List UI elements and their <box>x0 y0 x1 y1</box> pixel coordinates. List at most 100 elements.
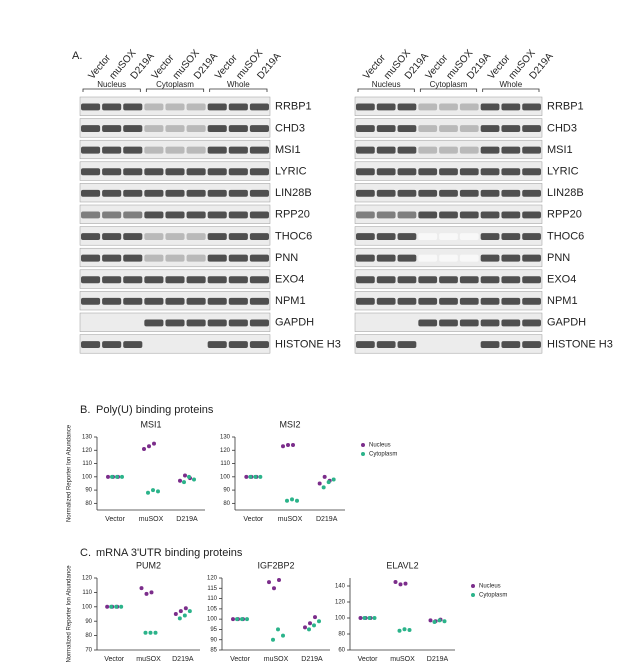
y-tick-label: 110 <box>82 590 92 596</box>
protein-label: HISTONE H3 <box>547 338 613 350</box>
y-tick-label: 100 <box>82 474 93 480</box>
data-point <box>244 474 249 479</box>
band <box>207 146 227 154</box>
band <box>144 168 164 176</box>
legend-marker <box>471 584 475 588</box>
band <box>165 189 185 197</box>
band <box>81 341 101 348</box>
band <box>356 211 375 219</box>
data-point <box>397 628 402 633</box>
data-point <box>272 586 276 591</box>
band <box>480 189 500 197</box>
band <box>144 103 164 111</box>
band <box>81 211 101 219</box>
protein-label: PNN <box>547 252 570 264</box>
band <box>102 125 122 132</box>
data-point <box>173 612 178 616</box>
panel-label: B. <box>80 404 90 416</box>
group-label: Nucleus <box>97 80 126 89</box>
data-point <box>156 489 160 494</box>
y-tick-label: 100 <box>220 474 231 480</box>
band <box>228 189 248 197</box>
band <box>81 189 101 197</box>
protein-label: GAPDH <box>547 317 586 329</box>
protein-label: RRBP1 <box>275 101 312 113</box>
band <box>186 211 206 219</box>
y-tick-label: 120 <box>220 448 231 454</box>
data-point <box>308 621 312 626</box>
band <box>81 233 101 240</box>
band <box>356 233 375 240</box>
band <box>102 168 122 176</box>
band <box>81 168 101 176</box>
band <box>376 125 396 132</box>
data-point <box>407 628 412 632</box>
band <box>356 189 375 197</box>
y-tick-label: 110 <box>82 461 92 467</box>
band <box>397 233 417 240</box>
y-tick-label: 120 <box>207 576 218 582</box>
band <box>356 254 375 262</box>
band <box>439 297 458 305</box>
band <box>459 125 479 132</box>
data-point <box>147 444 151 449</box>
band <box>81 146 101 154</box>
band <box>418 168 438 176</box>
x-tick-label: muSOX <box>139 516 164 523</box>
band <box>459 233 479 240</box>
band <box>501 297 521 305</box>
data-point <box>192 477 196 482</box>
band <box>459 254 479 262</box>
protein-label: RPP20 <box>275 209 310 221</box>
band <box>81 276 101 284</box>
data-point <box>271 637 275 642</box>
band <box>522 254 541 262</box>
chart-title: ELAVL2 <box>386 560 418 570</box>
band <box>480 233 500 240</box>
band <box>480 276 500 284</box>
group-label: Cytoplasm <box>430 80 468 89</box>
data-point <box>139 586 144 591</box>
y-tick-label: 130 <box>220 435 231 441</box>
x-tick-label: muSOX <box>136 656 161 663</box>
band <box>228 341 248 348</box>
band <box>418 297 438 305</box>
x-tick-label: D219A <box>176 516 198 523</box>
band <box>418 319 438 327</box>
data-point <box>402 627 407 632</box>
band <box>418 103 438 111</box>
band <box>376 103 396 111</box>
data-point <box>235 617 239 622</box>
y-tick-label: 60 <box>338 648 345 654</box>
data-point <box>295 498 299 503</box>
band <box>81 125 101 132</box>
y-tick-label: 100 <box>207 617 218 623</box>
band <box>418 125 438 132</box>
band <box>480 211 500 219</box>
group-bracket <box>82 88 141 92</box>
protein-label: EXO4 <box>547 274 576 286</box>
band <box>186 297 206 305</box>
band <box>207 125 227 132</box>
band <box>522 125 541 132</box>
data-point <box>326 480 331 485</box>
band <box>165 125 185 132</box>
data-point <box>398 582 403 587</box>
band <box>102 211 122 219</box>
band <box>249 297 269 305</box>
chart-title: PUM2 <box>136 560 161 570</box>
band <box>459 319 479 327</box>
x-tick-label: Vector <box>104 656 125 663</box>
data-point <box>317 619 321 624</box>
legend-marker <box>361 452 365 456</box>
band <box>249 341 269 348</box>
data-point <box>276 627 280 632</box>
y-axis-label: Normalized Reporter Ion Abundance <box>67 424 73 522</box>
band <box>439 276 458 284</box>
band <box>249 276 269 284</box>
protein-label: CHD3 <box>275 122 305 134</box>
band <box>102 189 122 197</box>
x-tick-label: D219A <box>316 516 338 523</box>
band <box>249 189 269 197</box>
band <box>144 125 164 132</box>
